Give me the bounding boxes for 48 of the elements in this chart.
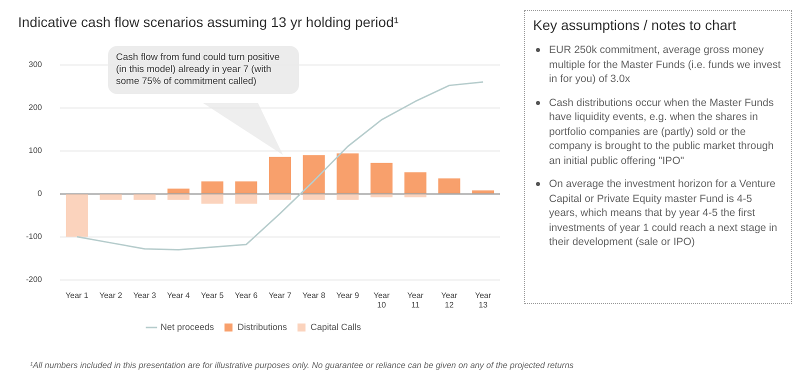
x-tick-label: Year 8 xyxy=(302,290,326,300)
y-tick-label: 100 xyxy=(28,146,43,156)
bar xyxy=(302,155,325,194)
bar xyxy=(235,194,258,204)
bar xyxy=(269,156,292,194)
bar xyxy=(336,153,359,194)
legend-label: Distributions xyxy=(237,322,288,332)
x-tick-label: Year 13 xyxy=(474,290,492,310)
bar xyxy=(336,194,359,200)
bar xyxy=(201,194,224,204)
x-tick-label: Year 2 xyxy=(99,290,123,300)
y-tick-label: -200 xyxy=(26,275,43,284)
bar xyxy=(167,194,190,200)
x-tick-label: Year 3 xyxy=(133,290,157,300)
bar xyxy=(235,181,258,194)
text: Cash distributions occur when the Master Funds have liquidity events, e.g. when the shares in portfolio companies are (partly) sold or the company is brought to the public market through an initial public offering "IPO" xyxy=(548,96,775,168)
bar xyxy=(370,162,393,194)
y-tick-label: 200 xyxy=(28,103,43,112)
bar xyxy=(404,172,426,194)
annotation: Cash flow from fund could turn positive (in this model) already in year 7 (with some 75% of commitment called) xyxy=(108,46,299,94)
x-tick-label: Year 9 xyxy=(336,290,360,300)
legend-label: Capital Calls xyxy=(310,322,362,332)
bar xyxy=(302,194,325,200)
x-tick-label: Year 12 xyxy=(441,290,458,310)
chart-title: Indicative cash flow scenarios assuming 13 yr holding period¹ xyxy=(18,14,399,30)
y-tick-label: 300 xyxy=(28,60,43,70)
bar xyxy=(472,190,494,194)
y-tick-label: -100 xyxy=(26,232,43,242)
x-tick-label: Year 7 xyxy=(268,290,292,300)
x-tick-label: Year 4 xyxy=(167,290,190,300)
bar xyxy=(167,188,190,194)
text: On average the investment horizon for a Venture Capital or Private Equity master Fund is 4-5 years, which means that by year 4-5 the first investments of year 1 could reach a next stage in their development (sale or IPO) xyxy=(548,177,778,250)
text: Key assumptions / notes to chart xyxy=(533,17,738,33)
x-tick-label: Year 6 xyxy=(234,290,258,300)
bar xyxy=(100,194,122,200)
bar xyxy=(269,194,292,200)
text: ¹All numbers included in this presentation are for illustrative purposes only. No guarantee or reliance can be given on any of the projected returns xyxy=(30,360,575,370)
bar xyxy=(201,181,224,194)
legend-label: Net proceeds xyxy=(160,322,214,332)
bar xyxy=(438,178,460,194)
bar xyxy=(134,194,156,200)
x-tick-label: Year 11 xyxy=(407,290,424,310)
x-tick-label: Year 1 xyxy=(66,290,89,300)
x-tick-label: Year 5 xyxy=(200,290,224,300)
x-tick-label: Year 10 xyxy=(373,290,390,310)
text: EUR 250k commitment, average gross money multiple for the Master Funds (i.e. funds we invest in for you) of 3.0x xyxy=(548,43,782,86)
bar xyxy=(66,194,88,237)
y-tick-label: 0 xyxy=(38,189,43,198)
